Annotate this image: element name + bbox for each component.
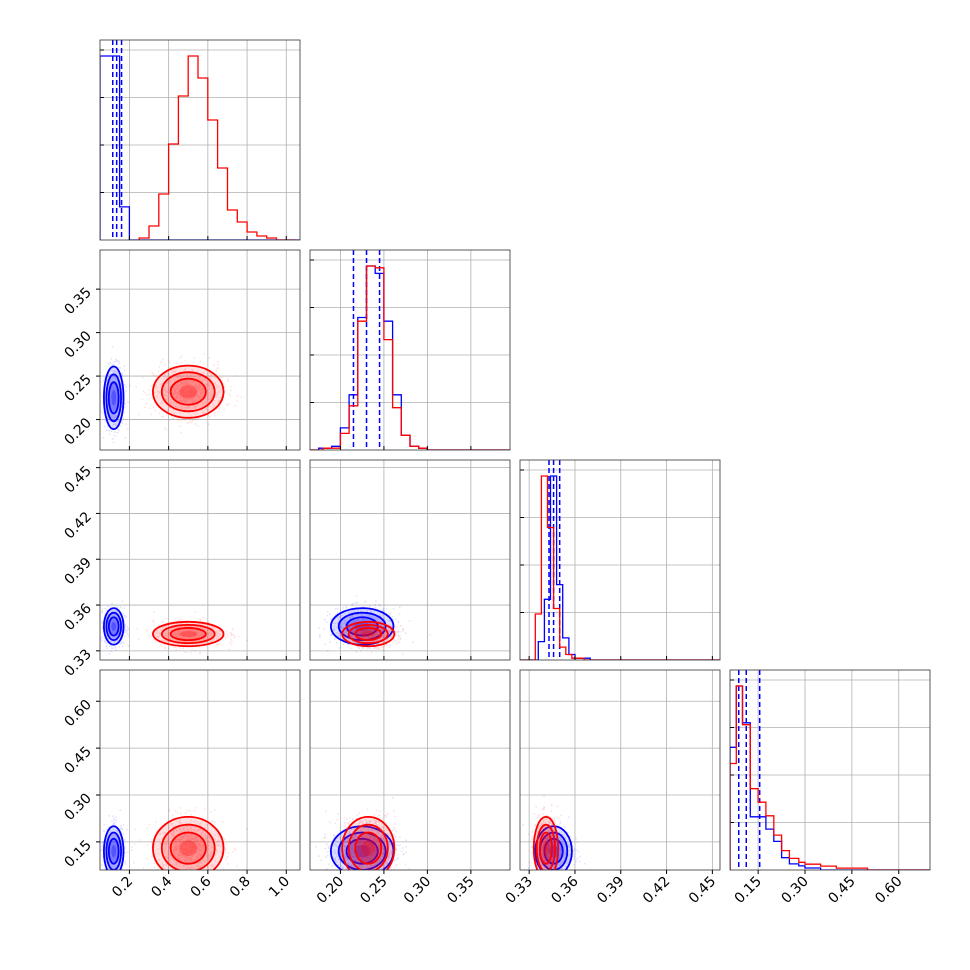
scatter-panel-3-1: 0.20 0.25 0.30 0.35	[310, 670, 510, 907]
x-tick-label: 1.0	[266, 874, 293, 901]
x-tick-label: 0.60	[872, 874, 905, 907]
density-fill	[543, 840, 549, 856]
x-tick-label: 0.30	[778, 874, 811, 907]
x-tick-label: 0.25	[357, 874, 390, 907]
y-tick-label: 0.30	[61, 328, 94, 361]
scatter-panel-3-2: 0.33 0.36 0.39 0.42 0.45	[503, 670, 720, 907]
density-fill	[111, 845, 116, 858]
histogram-panel-0	[100, 40, 300, 240]
y-tick-label: 0.36	[61, 600, 94, 633]
panel-background	[100, 250, 300, 450]
y-tick-label: 0.20	[61, 415, 94, 448]
x-tick-label: 0.4	[148, 873, 175, 900]
y-tick-label: 0.45	[61, 744, 94, 777]
density-fill	[179, 840, 197, 856]
y-tick-label: 0.30	[61, 791, 94, 824]
density-fill	[362, 631, 375, 637]
y-tick-label: 0.25	[61, 372, 94, 405]
density-fill	[111, 390, 116, 406]
histogram-panel-1	[306, 250, 510, 450]
panel-background	[310, 250, 510, 450]
x-tick-label: 0.33	[503, 874, 536, 907]
x-tick-label: 0.35	[444, 874, 477, 907]
y-tick-label: 0.35	[61, 285, 94, 318]
y-tick-label: 0.42	[61, 509, 94, 542]
scatter-panel-3-0: 0.2 0.4 0.6 0.8 1.0 0.15 0.30 0.45 0.60	[61, 670, 300, 901]
scatter-panel-2-0: 0.33 0.36 0.39 0.42 0.45	[61, 460, 300, 680]
scatter-panel-1-0: 0.20 0.25 0.30 0.35	[61, 250, 300, 461]
y-tick-label: 0.45	[61, 463, 94, 496]
x-tick-label: 0.30	[401, 874, 434, 907]
x-tick-label: 0.36	[548, 873, 581, 906]
histogram-panel-2	[520, 460, 720, 660]
histogram-panel-3: 0.15 0.30 0.45 0.60	[730, 670, 930, 907]
scatter-panel-2-1	[310, 460, 510, 660]
y-tick-label: 0.60	[61, 697, 94, 730]
x-tick-label: 0.20	[314, 874, 347, 907]
x-tick-label: 0.42	[640, 874, 673, 907]
x-tick-label: 0.6	[188, 873, 215, 900]
y-tick-label: 0.33	[61, 646, 94, 679]
density-fill	[179, 631, 197, 637]
y-tick-label: 0.15	[61, 837, 94, 870]
x-tick-label: 0.45	[825, 874, 858, 907]
x-tick-label: 0.39	[594, 874, 627, 907]
y-tick-label: 0.39	[61, 555, 94, 588]
x-tick-label: 0.2	[109, 874, 136, 901]
x-tick-label: 0.8	[227, 874, 254, 901]
x-tick-label: 0.45	[686, 874, 719, 907]
corner-plot: 0.200.250.300.350.330.360.390.420.450.2 0…	[0, 0, 970, 970]
density-fill	[111, 622, 116, 631]
density-fill	[362, 840, 375, 856]
density-fill	[179, 385, 197, 398]
x-tick-label: 0.15	[732, 874, 765, 907]
